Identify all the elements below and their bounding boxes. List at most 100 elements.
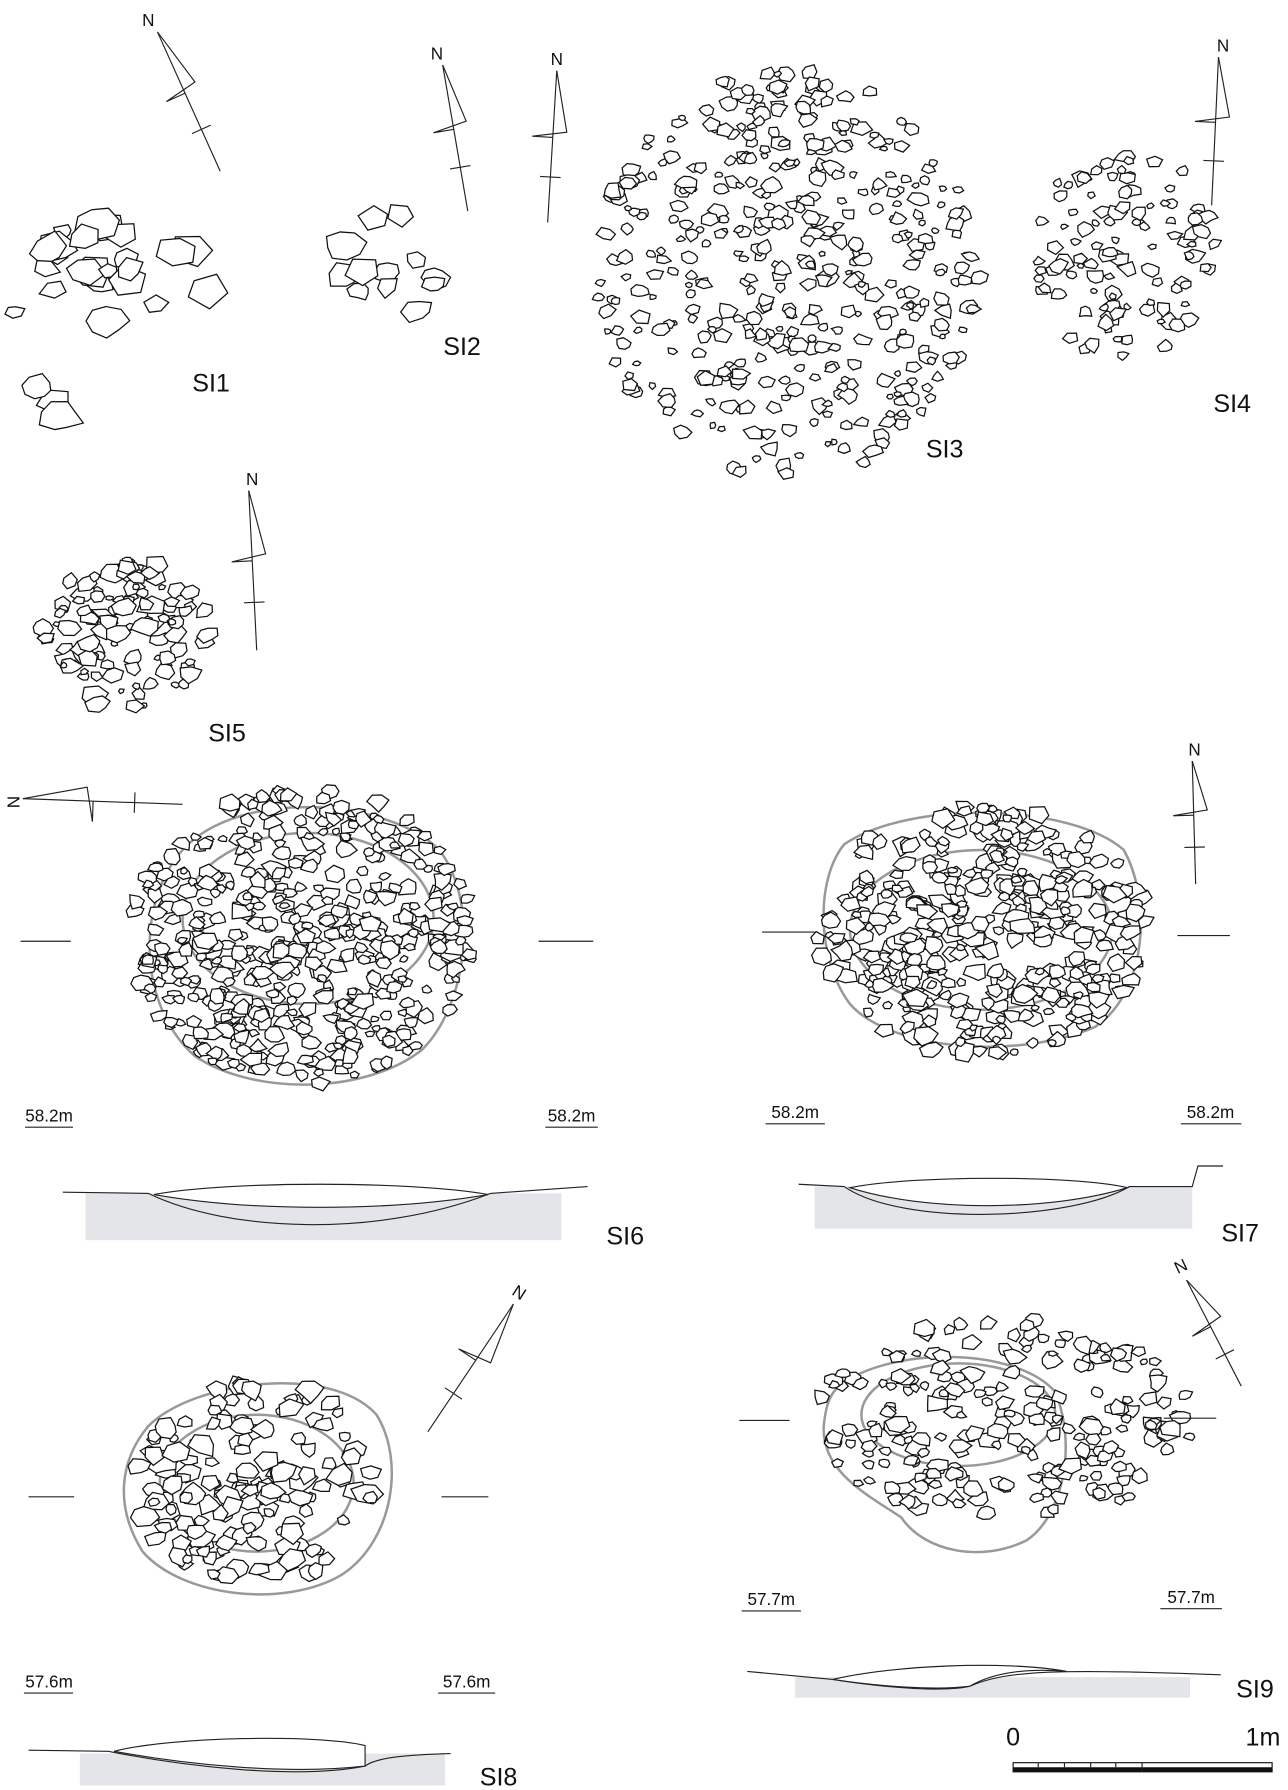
stone (1011, 895, 1027, 908)
stone (1116, 164, 1127, 175)
stone (311, 1478, 332, 1493)
stone (1100, 1425, 1112, 1436)
stone (1007, 1433, 1027, 1448)
stone (62, 571, 78, 590)
stone (1090, 241, 1104, 251)
stone (271, 894, 286, 906)
stone (1101, 1440, 1120, 1455)
stone (1070, 1003, 1094, 1019)
stone (322, 1013, 340, 1025)
stone (271, 866, 287, 880)
stone (622, 378, 639, 392)
stone (740, 83, 755, 97)
stone (898, 1494, 916, 1510)
stone (349, 1070, 361, 1079)
stone (884, 409, 896, 419)
stone (903, 285, 921, 299)
stone (355, 865, 369, 877)
stone (239, 1052, 263, 1067)
stone (84, 695, 111, 713)
stone (261, 916, 279, 931)
stone (827, 342, 841, 352)
stone (890, 1368, 913, 1385)
stone (765, 400, 783, 415)
stone (336, 1514, 351, 1526)
north-arrow (156, 31, 221, 172)
stone (962, 963, 986, 982)
stone (1061, 332, 1079, 344)
stone (264, 1026, 286, 1043)
stone (71, 595, 86, 605)
stone (213, 1566, 240, 1585)
stone (926, 917, 948, 935)
stone (370, 1015, 380, 1023)
stone (1093, 929, 1107, 942)
stone (758, 292, 775, 308)
stone (323, 927, 341, 940)
stone (389, 841, 401, 849)
stone (666, 266, 679, 276)
stone (821, 410, 834, 418)
stone (225, 1472, 239, 1484)
stone (887, 1491, 904, 1507)
stone (631, 360, 642, 367)
stone (1042, 1007, 1056, 1016)
stone (417, 1006, 434, 1025)
stone (872, 177, 888, 191)
stone (362, 847, 376, 858)
stone (1073, 252, 1089, 265)
stone (697, 330, 712, 344)
stone (141, 954, 154, 965)
stone (304, 804, 319, 820)
stone (684, 269, 699, 280)
stone (929, 1359, 951, 1376)
stone (876, 372, 896, 388)
stone (912, 208, 924, 220)
stone (1178, 1389, 1194, 1401)
feature-label: SI6 (606, 1223, 644, 1251)
stone (1089, 1470, 1103, 1481)
stone (294, 1380, 325, 1405)
stone (272, 1014, 296, 1031)
stone (798, 113, 819, 128)
stone (933, 1432, 948, 1442)
north-arrow (248, 490, 258, 651)
elevation: 58.2m (1187, 1103, 1235, 1122)
stone (716, 122, 735, 138)
stone (161, 1475, 183, 1496)
stone (798, 277, 817, 292)
stone (1146, 243, 1157, 251)
stone (1007, 1327, 1022, 1343)
stone (97, 262, 119, 279)
stone (347, 987, 358, 996)
stone (1077, 220, 1096, 238)
stone (936, 835, 951, 847)
stone (862, 1475, 877, 1485)
north-label: N (551, 50, 563, 69)
stone (754, 327, 768, 341)
stone (296, 1054, 314, 1065)
stone (188, 916, 206, 930)
north-arrow (433, 64, 467, 134)
stone (143, 1531, 167, 1547)
stone (386, 980, 403, 994)
stone (180, 976, 193, 987)
stone (1042, 1461, 1056, 1474)
stone (1124, 955, 1143, 971)
stone (218, 793, 241, 812)
stone (287, 1489, 314, 1507)
north-arrow (1186, 1279, 1222, 1337)
stone (159, 650, 177, 666)
stone (398, 996, 415, 1009)
stone (732, 313, 747, 323)
elevation: 58.2m (548, 1107, 596, 1126)
stone (693, 162, 707, 175)
stone (192, 1026, 209, 1040)
stone (143, 294, 170, 313)
stone (910, 182, 920, 190)
stone (955, 1036, 966, 1048)
stone (666, 135, 676, 143)
stone (196, 602, 213, 619)
stone (655, 246, 667, 256)
